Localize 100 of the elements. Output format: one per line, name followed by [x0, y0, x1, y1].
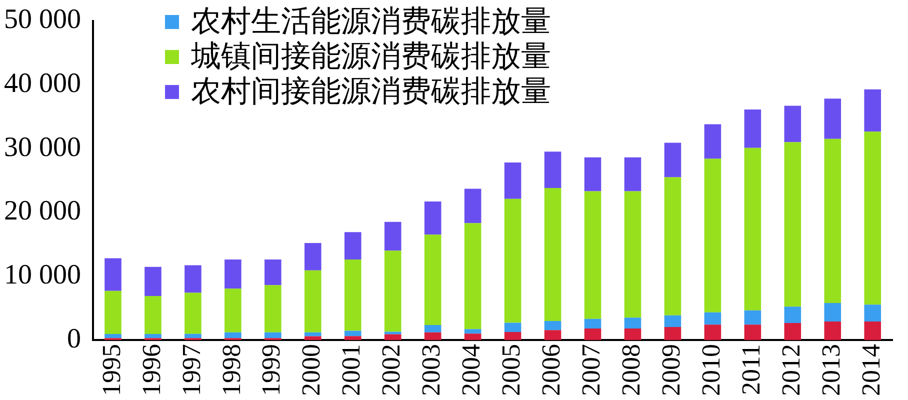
bar — [424, 325, 442, 332]
bar — [544, 330, 562, 340]
bar — [224, 260, 242, 289]
y-tick-label: 40 000 — [4, 68, 81, 99]
bar — [544, 188, 562, 321]
y-tick-label: 50 000 — [4, 4, 81, 36]
bar — [344, 336, 362, 340]
bar — [824, 98, 842, 139]
bar — [744, 110, 762, 148]
x-tick-label: 2009 — [656, 344, 686, 396]
bar — [824, 302, 842, 322]
x-tick-label: 2007 — [576, 344, 606, 396]
bar — [384, 250, 402, 332]
legend-label: 城镇间接能源消费碳排放量 — [191, 39, 551, 74]
bar — [704, 312, 722, 325]
bar — [104, 258, 122, 291]
bar — [184, 334, 202, 338]
bar — [344, 260, 362, 331]
bar — [744, 324, 762, 340]
bar — [664, 315, 682, 327]
legend-label: 农村间接能源消费碳排放量 — [191, 74, 551, 109]
bar — [344, 232, 362, 260]
bar — [544, 152, 562, 188]
y-tick-label: 30 000 — [4, 132, 81, 163]
bar — [264, 260, 282, 286]
bar — [664, 326, 682, 340]
bar — [624, 328, 642, 340]
bar — [384, 334, 402, 340]
bar — [704, 324, 722, 340]
bar — [344, 330, 362, 336]
bar — [504, 332, 522, 340]
bar — [584, 318, 602, 329]
x-tick-label: 2014 — [856, 344, 886, 396]
bar — [184, 265, 202, 293]
bar — [744, 148, 762, 310]
bar — [864, 321, 881, 340]
x-tick-label: 2000 — [296, 344, 326, 396]
x-tick-label: 2013 — [816, 344, 846, 396]
bar — [624, 191, 642, 318]
bar — [664, 177, 682, 316]
bar — [464, 334, 482, 340]
bar — [424, 234, 442, 325]
bar — [144, 334, 162, 338]
x-tick-label: 2012 — [776, 344, 806, 396]
x-tick-label: 2011 — [736, 344, 766, 396]
bar — [504, 322, 522, 332]
bar — [624, 157, 642, 192]
x-tick-label: 1996 — [136, 344, 166, 396]
bar — [664, 142, 682, 178]
bar — [784, 142, 802, 307]
bar — [424, 332, 442, 340]
bar — [464, 188, 482, 224]
bar — [104, 334, 122, 338]
bar — [304, 242, 322, 270]
bar — [144, 296, 162, 334]
x-tick-label: 2006 — [536, 344, 566, 396]
bar — [424, 201, 442, 235]
bar — [504, 198, 522, 323]
x-tick-label: 2001 — [336, 344, 366, 396]
bar — [544, 320, 562, 330]
bar — [304, 332, 322, 336]
bar — [464, 329, 482, 334]
bar — [384, 222, 402, 251]
bar — [584, 157, 602, 192]
x-tick-label: 1998 — [216, 344, 246, 396]
bar — [104, 290, 122, 334]
bar — [224, 332, 242, 338]
bar — [864, 304, 881, 322]
x-tick-label: 2008 — [616, 344, 646, 396]
x-tick-label: 2005 — [496, 344, 526, 396]
bar — [824, 138, 842, 303]
bar — [584, 328, 602, 340]
bar — [504, 162, 522, 199]
bar — [784, 322, 802, 340]
bar — [864, 89, 881, 132]
x-tick-label: 2004 — [456, 344, 486, 396]
bar — [184, 292, 202, 334]
bar — [264, 285, 282, 332]
y-tick-label: 20 000 — [4, 196, 81, 227]
bar — [384, 332, 402, 334]
x-tick-label: 1999 — [256, 344, 286, 396]
x-tick-label: 2003 — [416, 344, 446, 396]
bar — [584, 191, 602, 319]
bar — [864, 132, 881, 305]
bar — [224, 288, 242, 332]
bar — [704, 124, 722, 159]
bar — [464, 223, 482, 330]
bar — [624, 318, 642, 329]
bar — [784, 306, 802, 323]
bar — [824, 321, 842, 340]
y-tick-label: 0 — [67, 323, 81, 354]
bar — [784, 106, 802, 142]
legend-label: 农村生活能源消费碳排放量 — [191, 4, 551, 39]
x-tick-label: 1995 — [96, 344, 126, 396]
bar — [304, 336, 322, 340]
y-tick-label: 10 000 — [4, 260, 81, 291]
bar — [144, 266, 162, 296]
bar — [304, 270, 322, 332]
bar — [744, 310, 762, 325]
x-tick-label: 1997 — [176, 344, 206, 396]
